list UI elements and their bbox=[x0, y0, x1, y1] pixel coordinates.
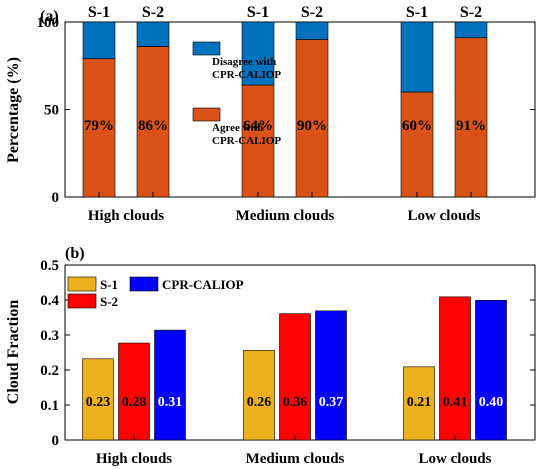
panel-a-bar-disagree bbox=[295, 21, 329, 40]
panel-a-xtick-label: High clouds bbox=[88, 208, 164, 224]
panel-b-bar-value-label: 0.21 bbox=[407, 395, 432, 410]
panel-b-bar-value-label: 0.37 bbox=[319, 395, 344, 410]
panel-b-ytick-label: 0 bbox=[52, 433, 60, 449]
panel-a-ytick-label: 50 bbox=[44, 103, 59, 119]
panel-a-xtick-label: Medium clouds bbox=[236, 208, 335, 224]
panel-a-bar-agree bbox=[400, 91, 434, 198]
panel-a-bar-top-label: S-2 bbox=[142, 4, 164, 21]
panel-b-bar bbox=[154, 329, 186, 441]
panel-b-bar-value-label: 0.36 bbox=[283, 395, 308, 410]
panel-a-legend-label: Agree with bbox=[212, 122, 263, 134]
panel-a-bar-top-label: S-1 bbox=[406, 4, 428, 21]
panel-b-legend-swatch bbox=[67, 293, 97, 309]
panel-a-legend-swatch bbox=[192, 41, 221, 56]
panel-b-legend-label: S-2 bbox=[100, 294, 118, 309]
panel-a-bar-disagree bbox=[82, 21, 116, 60]
panel-a-bar-top-label: S-2 bbox=[301, 4, 323, 21]
panel-a-bar-disagree bbox=[241, 21, 275, 86]
panel-a-bar-top-label: S-2 bbox=[460, 4, 482, 21]
panel-a-legend-label: CPR-CALIOP bbox=[212, 135, 281, 147]
panel-a-legend-label: CPR-CALIOP bbox=[212, 69, 281, 81]
panel-a-xtick-label: Low clouds bbox=[408, 208, 481, 224]
panel-b-ytick-label: 0.3 bbox=[40, 328, 59, 344]
panel-b-bar-value-label: 0.28 bbox=[122, 395, 147, 410]
panel-a-label: (a) bbox=[40, 8, 59, 25]
panel-a-bar-value-label: 64% bbox=[243, 118, 273, 134]
panel-b-bar bbox=[118, 342, 150, 441]
panel-a-chart: (a) Percentage (%) 0 50 100 79% S-1 86% S-2 64… bbox=[5, 4, 536, 224]
panel-a-bar-value-label: 90% bbox=[297, 118, 327, 134]
panel-b-bar bbox=[403, 366, 435, 441]
panel-a-bar-agree bbox=[295, 39, 329, 198]
panel-b-ytick-label: 0.2 bbox=[40, 363, 59, 379]
panel-b-bar bbox=[475, 300, 507, 441]
panel-b-bar bbox=[279, 313, 311, 441]
panel-a-ytick-label: 0 bbox=[52, 190, 60, 206]
panel-a-bar-disagree bbox=[400, 21, 434, 93]
panel-a-ylabel: Percentage (%) bbox=[5, 57, 22, 163]
panel-a-bar-disagree bbox=[454, 21, 488, 39]
panel-b-bar bbox=[439, 296, 471, 441]
panel-a-bar-disagree bbox=[136, 21, 170, 47]
panel-b-legend-label: CPR-CALIOP bbox=[162, 277, 244, 292]
panel-b-legend-label: S-1 bbox=[100, 277, 118, 292]
panel-b-chart: (b) Cloud Fraction 0 0.1 0.2 0.3 0.4 0.5 0.23… bbox=[5, 245, 536, 467]
panel-b-ytick-label: 0.1 bbox=[40, 398, 59, 414]
panel-a-ytick-label: 100 bbox=[37, 15, 60, 31]
panel-b-xtick-label: High clouds bbox=[96, 451, 172, 467]
panel-b-ytick-label: 0.5 bbox=[40, 258, 59, 274]
panel-b-bar-value-label: 0.41 bbox=[443, 395, 468, 410]
panel-a-legend-label: Disagree with bbox=[212, 56, 276, 68]
panel-b-bar-value-label: 0.31 bbox=[158, 395, 183, 410]
panel-b-legend-swatch bbox=[67, 276, 97, 292]
panel-a-bar-top-label: S-1 bbox=[247, 4, 269, 21]
panel-a-bar-agree bbox=[82, 58, 116, 198]
panel-a-bar-top-label: S-1 bbox=[88, 4, 110, 21]
panel-a-bar-value-label: 79% bbox=[84, 118, 114, 134]
panel-b-bar-value-label: 0.40 bbox=[479, 395, 504, 410]
panel-b-bar-value-label: 0.26 bbox=[247, 395, 272, 410]
panel-a-bar-value-label: 60% bbox=[402, 118, 432, 134]
panel-b-bar-value-label: 0.23 bbox=[86, 395, 111, 410]
panel-b-ytick-label: 0.4 bbox=[40, 293, 59, 309]
panel-b-legend-swatch bbox=[129, 276, 159, 292]
panel-b-bar bbox=[82, 358, 114, 441]
panel-a-bar-value-label: 91% bbox=[456, 118, 486, 134]
panel-b-label: (b) bbox=[65, 245, 85, 262]
panel-a-legend-swatch bbox=[192, 107, 221, 122]
panel-b-bar bbox=[243, 350, 275, 441]
panel-b-xtick-label: Medium clouds bbox=[246, 451, 345, 467]
panel-a-bar-value-label: 86% bbox=[138, 118, 168, 134]
panel-b-legend: S-1 S-2 CPR-CALIOP bbox=[67, 276, 244, 309]
panel-b-bar bbox=[315, 310, 347, 441]
panel-b-xtick-label: Low clouds bbox=[419, 451, 492, 467]
panel-b-ylabel: Cloud Fraction bbox=[5, 300, 22, 405]
